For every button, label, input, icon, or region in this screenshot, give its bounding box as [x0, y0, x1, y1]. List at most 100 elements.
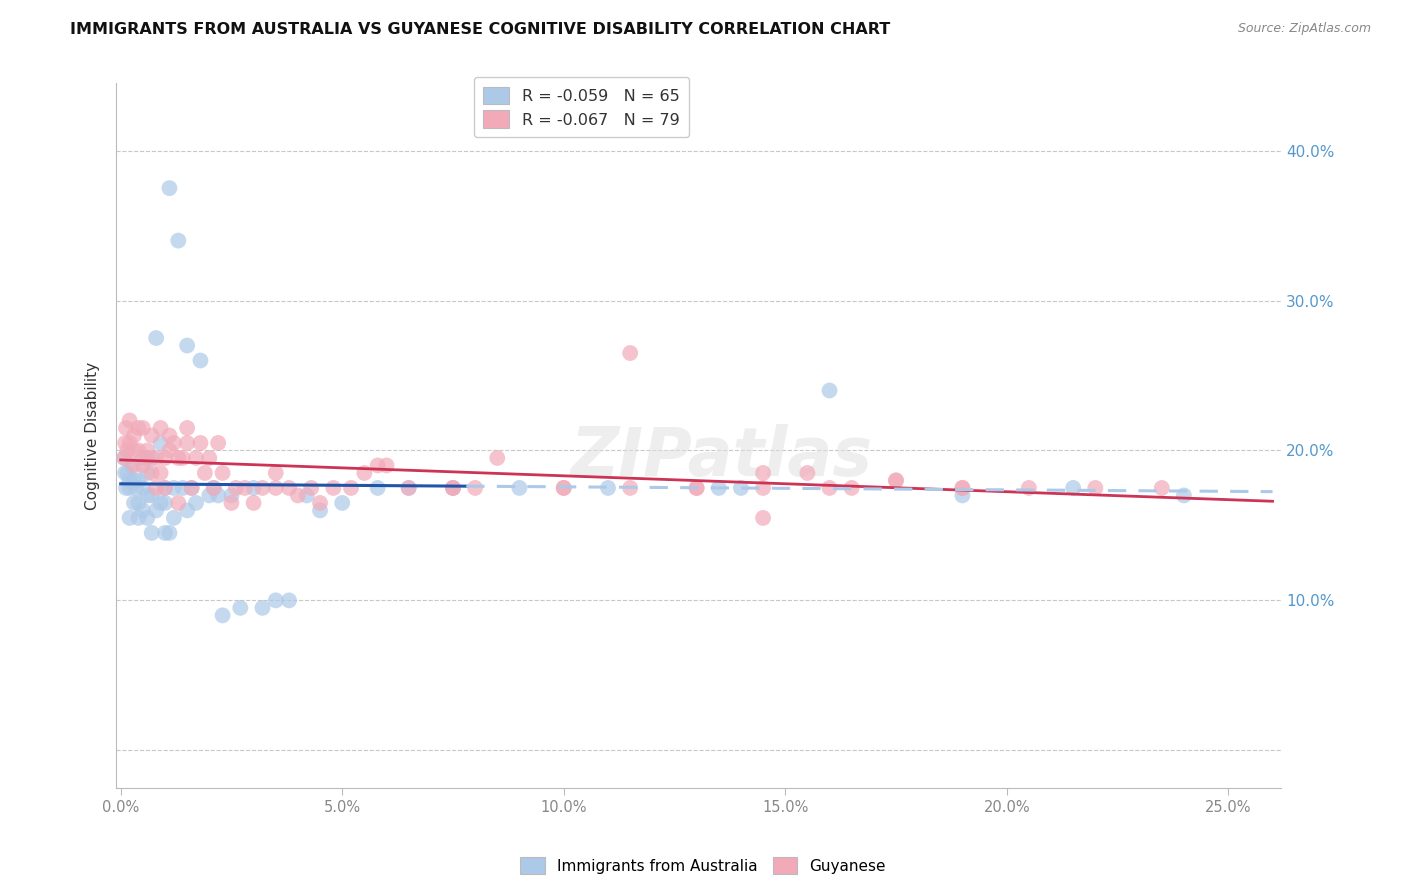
Point — [141, 450, 163, 465]
Point — [619, 481, 641, 495]
Point — [229, 600, 252, 615]
Point — [145, 331, 167, 345]
Point — [211, 608, 233, 623]
Point — [159, 525, 181, 540]
Point — [353, 466, 375, 480]
Point — [118, 511, 141, 525]
Point — [127, 443, 149, 458]
Point — [153, 496, 176, 510]
Point — [122, 443, 145, 458]
Text: Source: ZipAtlas.com: Source: ZipAtlas.com — [1237, 22, 1371, 36]
Text: ZIPatlas: ZIPatlas — [571, 424, 873, 490]
Point — [115, 481, 138, 495]
Point — [952, 488, 974, 502]
Point — [153, 481, 176, 495]
Point — [159, 428, 181, 442]
Text: IMMIGRANTS FROM AUSTRALIA VS GUYANESE COGNITIVE DISABILITY CORRELATION CHART: IMMIGRANTS FROM AUSTRALIA VS GUYANESE CO… — [70, 22, 890, 37]
Point — [1084, 481, 1107, 495]
Point — [233, 481, 256, 495]
Point — [153, 481, 176, 495]
Point — [486, 450, 509, 465]
Point — [163, 436, 186, 450]
Point — [153, 450, 176, 465]
Point — [752, 481, 775, 495]
Point — [707, 481, 730, 495]
Point — [122, 428, 145, 442]
Point — [202, 481, 225, 495]
Point — [299, 481, 322, 495]
Point — [242, 496, 264, 510]
Point — [172, 481, 194, 495]
Point — [145, 481, 167, 495]
Point — [118, 436, 141, 450]
Point — [685, 481, 707, 495]
Point — [752, 466, 775, 480]
Point — [278, 593, 301, 607]
Point — [207, 436, 229, 450]
Point — [375, 458, 398, 473]
Point — [136, 450, 159, 465]
Point — [141, 488, 163, 502]
Point — [127, 421, 149, 435]
Point — [508, 481, 530, 495]
Point — [264, 593, 287, 607]
Point — [202, 481, 225, 495]
Point — [149, 466, 172, 480]
Point — [114, 466, 136, 480]
Point — [322, 481, 344, 495]
Point — [367, 481, 389, 495]
Point — [730, 481, 752, 495]
Point — [685, 481, 707, 495]
Point — [367, 458, 389, 473]
Point — [818, 481, 841, 495]
Point — [553, 481, 575, 495]
Point — [198, 488, 221, 502]
Point — [796, 466, 818, 480]
Point — [132, 421, 155, 435]
Point — [132, 481, 155, 495]
Point — [221, 488, 243, 502]
Point — [884, 474, 907, 488]
Point — [1062, 481, 1084, 495]
Point — [145, 450, 167, 465]
Point — [398, 481, 420, 495]
Point — [264, 466, 287, 480]
Point — [141, 428, 163, 442]
Point — [225, 481, 247, 495]
Point — [441, 481, 464, 495]
Point — [122, 458, 145, 473]
Point — [132, 503, 155, 517]
Point — [118, 474, 141, 488]
Point — [172, 450, 194, 465]
Point — [114, 436, 136, 450]
Legend: Immigrants from Australia, Guyanese: Immigrants from Australia, Guyanese — [515, 851, 891, 880]
Point — [163, 481, 186, 495]
Point — [167, 234, 190, 248]
Point — [122, 496, 145, 510]
Point — [619, 346, 641, 360]
Point — [149, 496, 172, 510]
Point — [398, 481, 420, 495]
Point — [115, 421, 138, 435]
Point — [125, 481, 148, 495]
Point — [118, 413, 141, 427]
Point — [153, 525, 176, 540]
Point — [184, 496, 207, 510]
Point — [112, 450, 135, 465]
Point — [136, 443, 159, 458]
Point — [117, 443, 139, 458]
Point — [127, 511, 149, 525]
Point — [242, 481, 264, 495]
Point — [752, 511, 775, 525]
Point — [884, 474, 907, 488]
Point — [278, 481, 301, 495]
Point — [841, 481, 863, 495]
Point — [295, 488, 318, 502]
Point — [207, 488, 229, 502]
Point — [149, 436, 172, 450]
Point — [112, 450, 135, 465]
Point — [309, 496, 332, 510]
Point — [184, 450, 207, 465]
Y-axis label: Cognitive Disability: Cognitive Disability — [86, 361, 100, 509]
Point — [122, 474, 145, 488]
